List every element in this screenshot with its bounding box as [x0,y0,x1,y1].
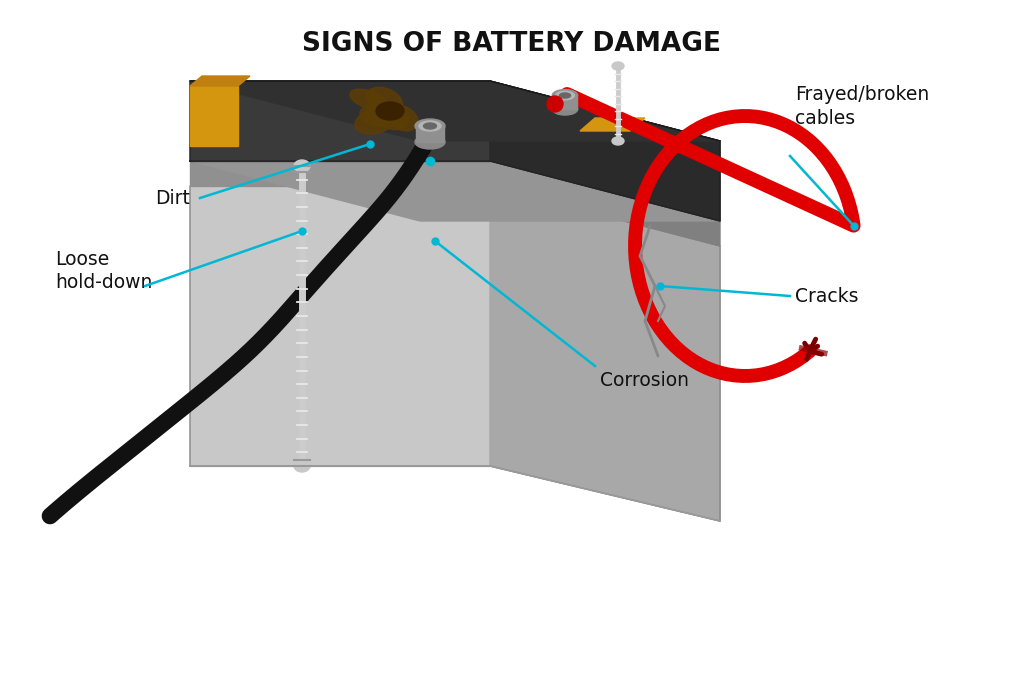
Ellipse shape [376,102,404,120]
Ellipse shape [360,105,392,126]
Ellipse shape [419,121,441,131]
Ellipse shape [387,105,418,131]
Ellipse shape [612,62,624,70]
Ellipse shape [294,460,310,472]
Polygon shape [416,126,444,142]
Text: Frayed/broken
cables: Frayed/broken cables [795,85,929,128]
Ellipse shape [367,87,402,113]
Ellipse shape [294,160,310,172]
Polygon shape [490,186,720,521]
Ellipse shape [350,89,388,110]
Polygon shape [190,161,720,221]
Ellipse shape [552,89,578,101]
Polygon shape [190,81,720,141]
Polygon shape [190,76,250,86]
Circle shape [547,96,563,112]
Text: SIGNS OF BATTERY DAMAGE: SIGNS OF BATTERY DAMAGE [302,31,722,57]
Text: Loose
hold-down: Loose hold-down [55,249,153,292]
Text: Corrosion: Corrosion [600,372,689,391]
Text: Cracks: Cracks [795,287,858,306]
Polygon shape [190,161,490,186]
Text: Dirt: Dirt [155,189,189,208]
Ellipse shape [559,93,570,98]
Ellipse shape [415,119,445,133]
Polygon shape [490,81,720,221]
Polygon shape [190,86,238,146]
Ellipse shape [556,91,574,100]
Ellipse shape [354,110,395,134]
Polygon shape [580,118,645,131]
Ellipse shape [415,135,445,149]
Polygon shape [190,81,490,161]
Ellipse shape [612,137,624,145]
Ellipse shape [381,110,409,130]
Ellipse shape [424,123,436,129]
Polygon shape [190,186,490,466]
Polygon shape [553,95,577,109]
Polygon shape [490,161,720,246]
Ellipse shape [552,103,578,115]
